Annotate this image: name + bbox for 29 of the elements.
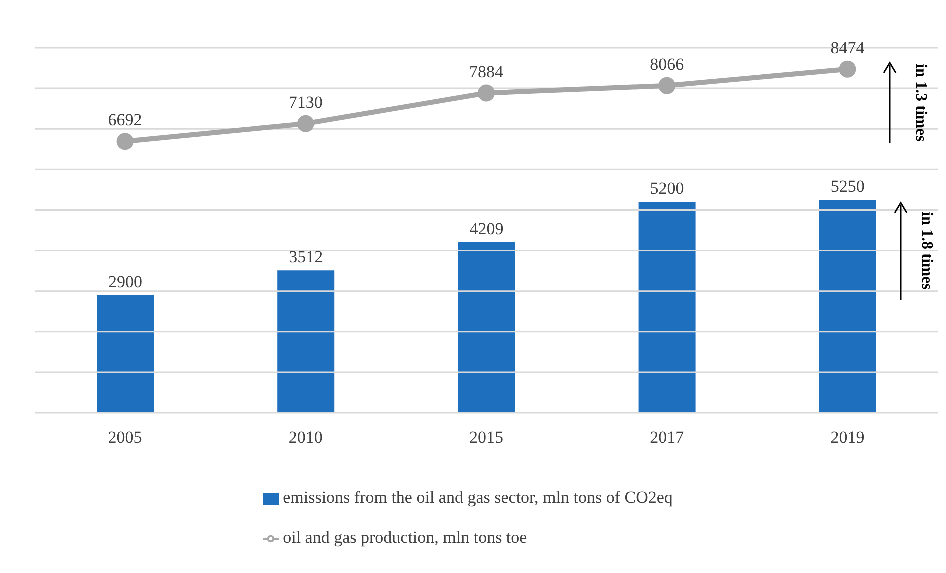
legend-label: oil and gas production, mln tons toe: [283, 528, 528, 547]
legend-label: emissions from the oil and gas sector, mln tons of CO2eq: [283, 488, 673, 507]
x-tick-label: 2019: [830, 428, 865, 448]
x-tick-label: 2005: [108, 428, 142, 448]
point: [658, 77, 676, 94]
data-label: 3512: [289, 248, 324, 267]
point: [116, 133, 134, 150]
bar: [638, 202, 696, 413]
bar: [278, 270, 335, 413]
annotation: in 1.3 times: [912, 64, 930, 142]
point: [839, 60, 856, 78]
annotation: in 1.8 times: [918, 212, 936, 290]
data-label: 8066: [650, 54, 684, 74]
x-tick-label: 2010: [288, 428, 323, 448]
data-label: 5250: [830, 177, 865, 196]
x-tick-label: 2017: [650, 428, 685, 448]
data-label: 7884: [470, 62, 504, 82]
data-label: 5200: [650, 179, 684, 198]
data-label: 6692: [108, 110, 142, 130]
data-label: 7130: [288, 92, 323, 112]
data-label: 2900: [108, 272, 142, 292]
data-label: 4209: [470, 219, 504, 238]
point: [297, 115, 314, 132]
x-tick-label: 2015: [470, 428, 504, 448]
data-label: 8474: [830, 38, 866, 58]
bar: [97, 295, 154, 413]
bar: [458, 242, 516, 413]
point: [478, 84, 495, 102]
bar: [819, 200, 876, 413]
